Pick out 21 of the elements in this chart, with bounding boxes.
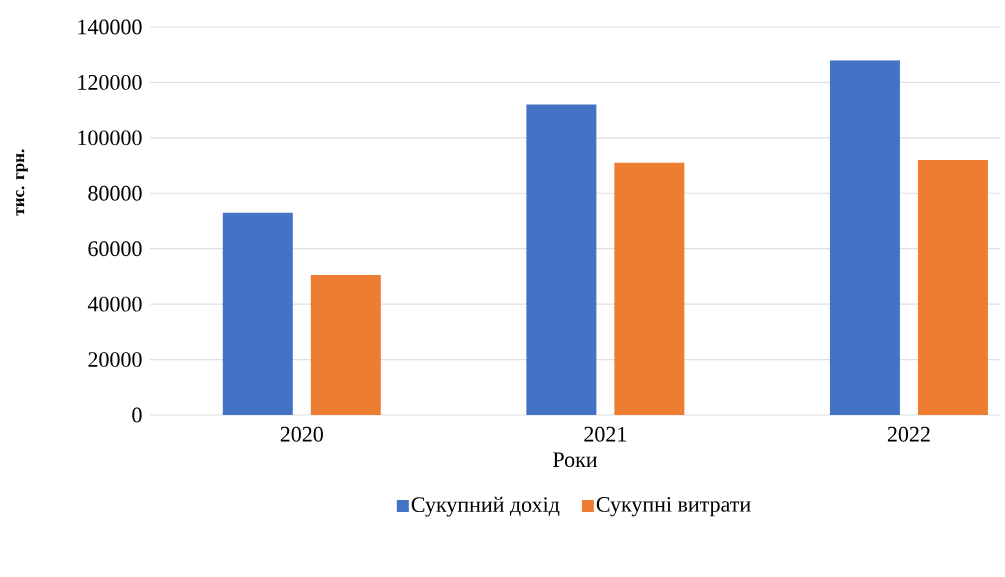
- legend-label: Сукупні витрати: [596, 497, 751, 517]
- bar: [526, 104, 597, 415]
- y-tick-label: 100000: [78, 130, 142, 146]
- bar: [917, 160, 988, 415]
- y-tick-label: 140000: [78, 19, 142, 35]
- legend-label: Сукупний дохід: [411, 496, 560, 517]
- y-tick-label: 120000: [78, 74, 142, 90]
- bar: [310, 275, 381, 415]
- x-tick-label: 2021: [584, 426, 627, 442]
- y-tick-label: 80000: [88, 185, 142, 201]
- bar: [829, 60, 900, 415]
- bar: [614, 162, 685, 415]
- x-axis-title: Роки: [553, 452, 598, 468]
- y-tick-label: 0: [132, 407, 142, 423]
- bar: [222, 212, 293, 415]
- y-tick-label: 20000: [88, 352, 142, 367]
- x-tick-label: 2020: [280, 426, 323, 442]
- y-tick-label: 40000: [87, 296, 142, 312]
- x-tick-label: 2022: [887, 426, 930, 442]
- y-tick-label: 60000: [88, 241, 142, 257]
- y-axis-title: тис. грн.: [16, 149, 28, 216]
